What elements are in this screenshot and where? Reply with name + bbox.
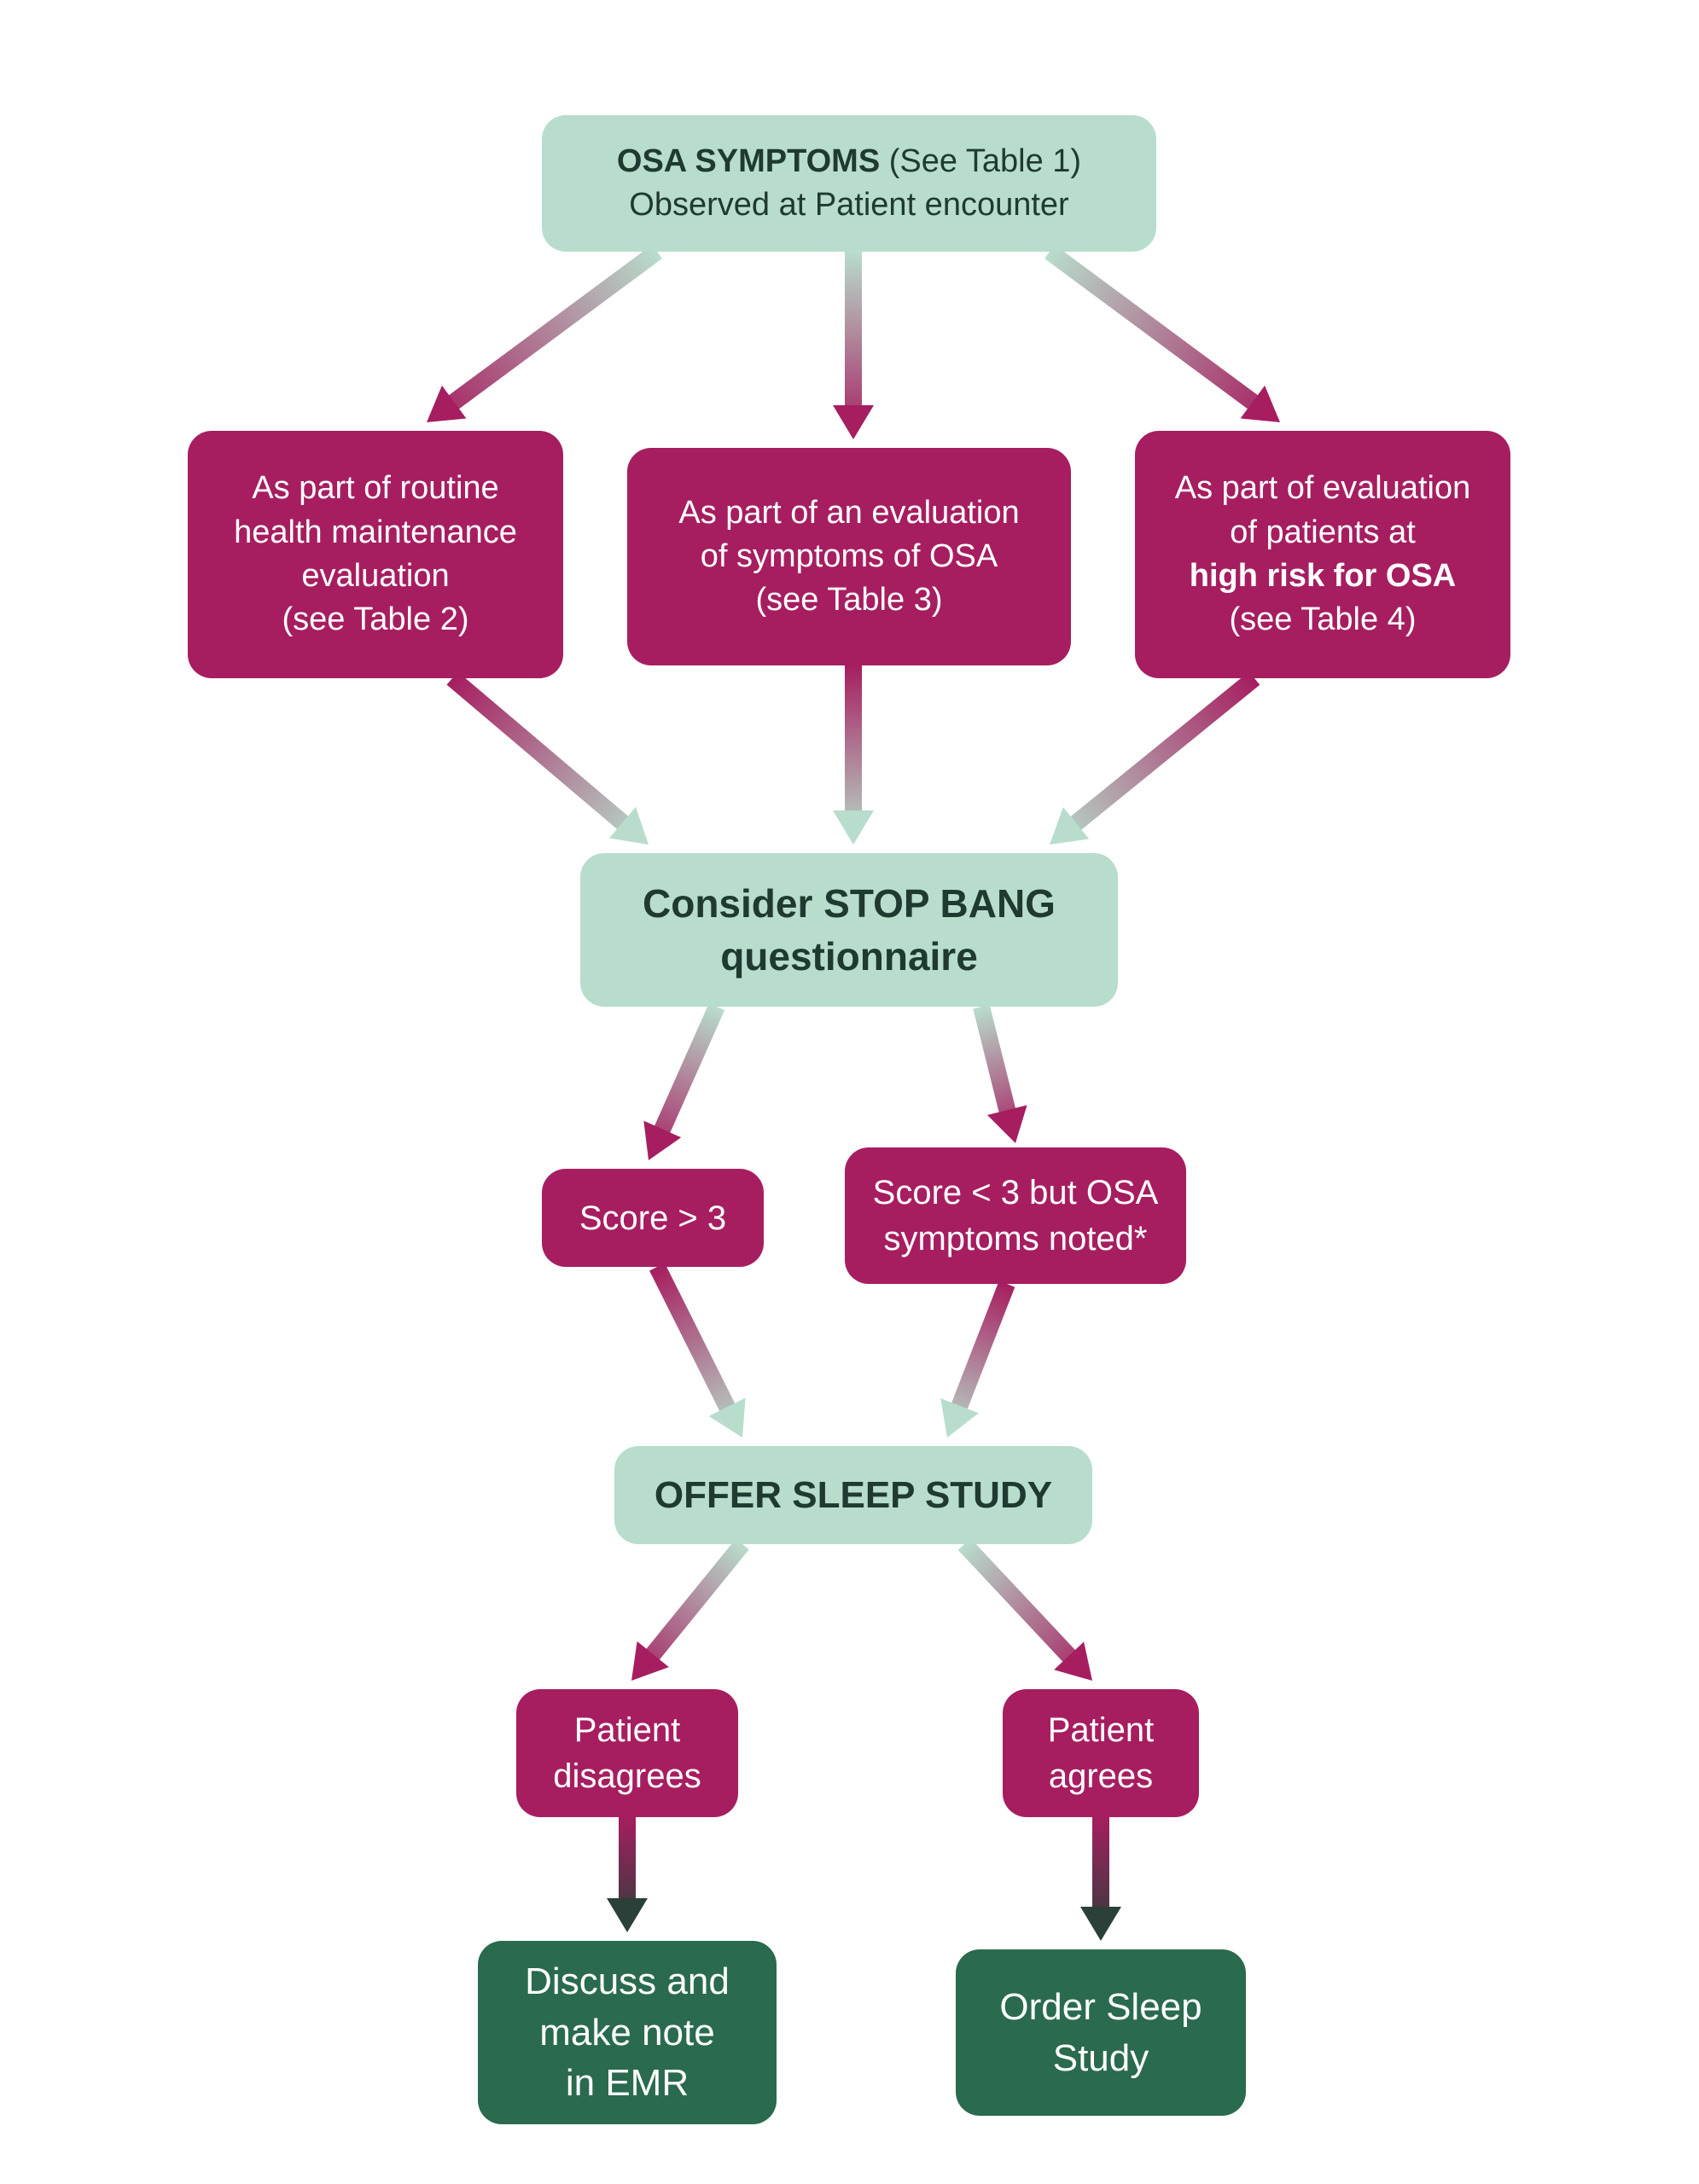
node-n2c: As part of evaluationof patients athigh … [1135, 431, 1510, 678]
arrowhead-n5-n6a [631, 1641, 669, 1681]
edge-n3-n4a [661, 1007, 717, 1132]
edge-n3-n4b [981, 1007, 1008, 1113]
node-n3: Consider STOP BANGquestionnaire [580, 853, 1118, 1007]
arrow-layer [0, 0, 1699, 2184]
node-n1: OSA SYMPTOMS (See Table 1)Observed at Pa… [542, 115, 1156, 252]
arrowhead-n3-n4a [643, 1121, 681, 1160]
arrowhead-n1-n2b [833, 405, 874, 439]
edge-n4a-n5 [657, 1267, 729, 1410]
node-n6b: Patientagrees [1003, 1689, 1199, 1817]
arrowhead-n1-n2c [1241, 386, 1280, 422]
node-n4b: Score < 3 but OSAsymptoms noted* [845, 1147, 1186, 1284]
arrowhead-n2a-n3 [609, 807, 649, 845]
arrowhead-n4b-n5 [940, 1398, 979, 1438]
arrowhead-n4a-n5 [709, 1397, 746, 1438]
edge-n1-n2a [451, 252, 657, 404]
node-n4a: Score > 3 [542, 1169, 764, 1267]
node-n6a: Patientdisagrees [516, 1689, 738, 1817]
edge-n4b-n5 [958, 1284, 1007, 1409]
node-n7a: Discuss andmake notein EMR [478, 1941, 777, 2124]
edge-n5-n6b [964, 1544, 1071, 1658]
node-n5: OFFER SLEEP STUDY [614, 1446, 1092, 1544]
edge-n2c-n3 [1074, 678, 1254, 825]
arrowhead-n3-n4b [987, 1105, 1027, 1143]
edge-n1-n2c [1050, 252, 1255, 404]
flowchart-canvas: OSA SYMPTOMS (See Table 1)Observed at Pa… [0, 0, 1699, 2184]
node-n2a: As part of routinehealth maintenanceeval… [188, 431, 563, 678]
edge-n2a-n3 [452, 678, 625, 825]
arrowhead-n2c-n3 [1050, 807, 1089, 845]
arrowhead-n5-n6b [1054, 1641, 1092, 1681]
arrowhead-n6b-n7b [1080, 1907, 1121, 1941]
arrowhead-n2b-n3 [833, 810, 874, 845]
node-n7b: Order SleepStudy [956, 1949, 1246, 2116]
edge-n5-n6a [651, 1544, 742, 1657]
arrowhead-n1-n2a [427, 386, 466, 422]
arrowhead-n6a-n7a [607, 1898, 648, 1932]
node-n2b: As part of an evaluationof symptoms of O… [627, 448, 1071, 665]
